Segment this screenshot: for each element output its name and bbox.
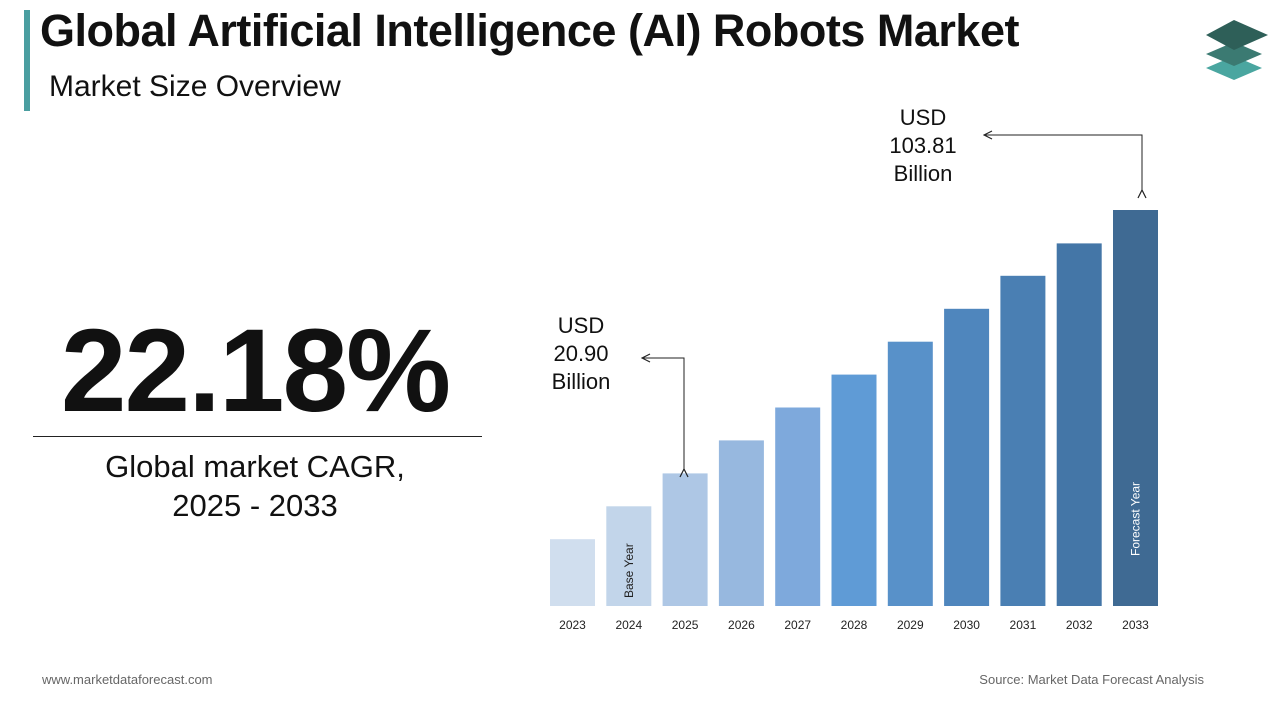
footer-website: www.marketdataforecast.com bbox=[42, 672, 213, 687]
bar-2024 bbox=[606, 506, 652, 606]
bar-2023 bbox=[550, 539, 595, 606]
cagr-divider bbox=[33, 436, 482, 437]
footer-source: Source: Market Data Forecast Analysis bbox=[979, 672, 1204, 687]
callout-2024-value: USD 20.90 Billion bbox=[526, 312, 636, 396]
callout-2024-arrow bbox=[642, 358, 684, 469]
cagr-label: Global market CAGR, 2025 - 2033 bbox=[30, 447, 480, 525]
bar-2026 bbox=[718, 440, 764, 606]
callout-2024-line2: 20.90 bbox=[553, 341, 609, 366]
bar-annotation-2024: Base Year bbox=[622, 543, 636, 598]
x-tick-label-2023: 2023 bbox=[559, 618, 586, 632]
bar-2029 bbox=[887, 341, 933, 606]
x-tick-label-2026: 2026 bbox=[728, 618, 755, 632]
bar-2033 bbox=[1113, 210, 1158, 606]
bar-annotation-2033: Forecast Year bbox=[1129, 482, 1143, 556]
x-tick-label-2033: 2033 bbox=[1122, 618, 1149, 632]
bar-2027 bbox=[775, 407, 821, 606]
cagr-value: 22.18% bbox=[60, 305, 451, 437]
x-tick-label-2029: 2029 bbox=[897, 618, 924, 632]
bar-2028 bbox=[831, 374, 877, 606]
x-tick-label-2027: 2027 bbox=[784, 618, 811, 632]
x-tick-label-2030: 2030 bbox=[953, 618, 980, 632]
cagr-label-line2: 2025 - 2033 bbox=[172, 488, 338, 523]
x-tick-label-2025: 2025 bbox=[672, 618, 699, 632]
callout-2033-line3: Billion bbox=[893, 161, 953, 186]
callout-2033-value: USD 103.81 Billion bbox=[868, 104, 978, 188]
bar-2031 bbox=[1000, 275, 1046, 606]
bar-2032 bbox=[1056, 243, 1102, 606]
callout-2024-line3: Billion bbox=[551, 369, 611, 394]
x-tick-label-2028: 2028 bbox=[841, 618, 868, 632]
callout-2033-line2: 103.81 bbox=[889, 133, 957, 158]
cagr-label-line1: Global market CAGR, bbox=[105, 449, 405, 484]
callout-2024-line1: USD bbox=[557, 313, 605, 338]
logo-icon bbox=[1206, 20, 1268, 80]
callout-2033-line1: USD bbox=[899, 105, 947, 130]
bar-2025 bbox=[662, 473, 708, 606]
title-accent-bar bbox=[24, 10, 30, 111]
callout-2033-arrow bbox=[984, 135, 1142, 190]
bar-2030 bbox=[944, 308, 990, 606]
x-tick-label-2032: 2032 bbox=[1066, 618, 1093, 632]
page-subtitle: Market Size Overview bbox=[49, 70, 341, 103]
page-title: Global Artificial Intelligence (AI) Robo… bbox=[40, 5, 1019, 56]
x-tick-label-2031: 2031 bbox=[1010, 618, 1037, 632]
x-tick-label-2024: 2024 bbox=[615, 618, 642, 632]
